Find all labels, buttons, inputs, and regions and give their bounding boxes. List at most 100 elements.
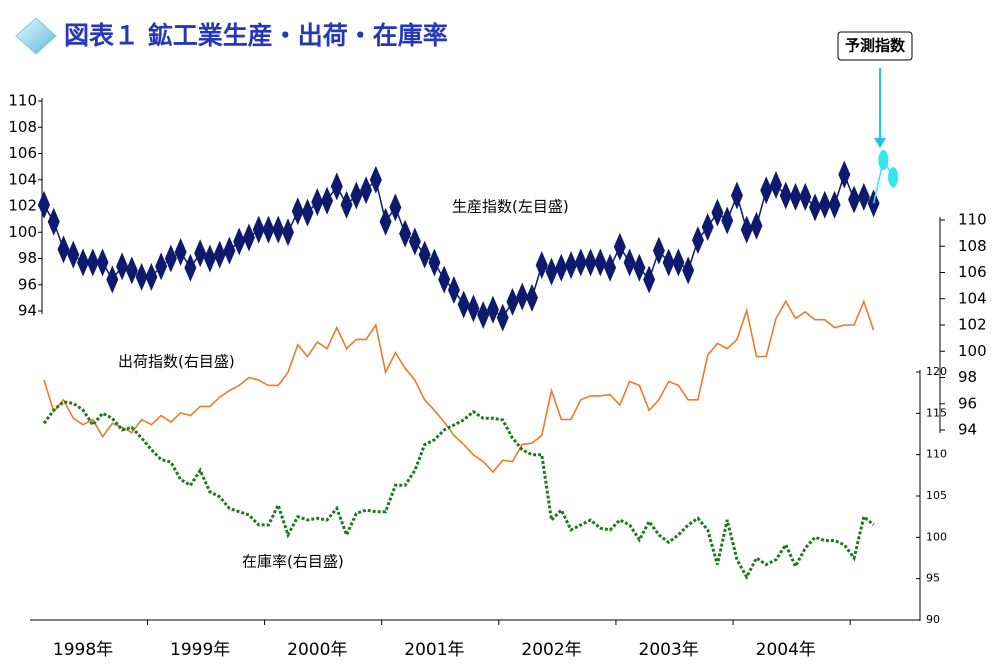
point [330, 172, 343, 201]
x-tick-label: 2002年 [521, 640, 581, 660]
x-tick-label: 1998年 [53, 640, 113, 660]
point [613, 232, 626, 261]
point [789, 182, 802, 211]
point [399, 219, 412, 248]
point [96, 248, 109, 277]
point [438, 265, 451, 294]
y2-tick-label: 106 [958, 263, 987, 281]
point [838, 160, 851, 189]
point [369, 165, 382, 194]
point [106, 265, 119, 294]
title-icon [15, 17, 57, 55]
point [760, 176, 773, 205]
point [321, 186, 334, 215]
point [408, 227, 421, 256]
point [770, 171, 782, 199]
series-line [43, 299, 875, 474]
y3-tick-label: 115 [926, 406, 947, 419]
point [125, 256, 138, 285]
y3-tick-label: 100 [926, 530, 947, 543]
point [360, 176, 373, 205]
y2-tick-label: 94 [958, 421, 977, 439]
point [662, 248, 675, 277]
point [428, 248, 441, 277]
forecast-link [872, 159, 885, 204]
point [213, 240, 226, 269]
y-tick-label: 94 [18, 302, 37, 320]
point [574, 248, 587, 277]
point [888, 167, 899, 188]
annotation-box [837, 31, 913, 61]
y-tick-label: 98 [18, 249, 37, 267]
series-line [43, 172, 875, 319]
point [174, 237, 187, 266]
point [477, 300, 490, 329]
point [555, 253, 568, 282]
point [721, 206, 734, 235]
point [526, 283, 538, 312]
series-label: 出荷指数(右目盛) [118, 353, 235, 371]
point [633, 253, 646, 282]
chart-title: 図表１ 鉱工業生産・出荷・在庫率 [64, 21, 448, 50]
point [594, 248, 607, 277]
point [389, 193, 402, 222]
point [77, 248, 90, 277]
y-tick-label: 108 [8, 118, 37, 136]
y3-tick-label: 105 [926, 489, 947, 502]
point [565, 251, 578, 280]
y-tick-label: 102 [8, 197, 37, 215]
point [272, 215, 285, 244]
point [262, 215, 275, 244]
y-tick-label: 104 [8, 170, 37, 188]
point [467, 294, 480, 323]
point [652, 236, 665, 265]
y3-tick-label: 95 [926, 572, 940, 585]
point [730, 181, 743, 210]
series-label: 在庫率(右目盛) [242, 553, 344, 571]
x-tick-label: 2000年 [287, 640, 347, 660]
point [809, 193, 822, 222]
point [252, 215, 265, 244]
point [184, 253, 197, 282]
point [457, 290, 470, 319]
point [691, 226, 704, 255]
y2-tick-label: 108 [958, 237, 987, 255]
series-label: 予測指数 [845, 37, 906, 55]
x-tick-label: 2003年 [639, 640, 699, 660]
point [486, 295, 499, 324]
y3-tick-label: 120 [926, 365, 947, 378]
point [57, 235, 70, 264]
y3-tick-label: 110 [926, 448, 947, 461]
point [194, 239, 207, 268]
point [701, 213, 714, 241]
y2-tick-label: 100 [958, 342, 987, 360]
point [282, 218, 294, 247]
point [291, 197, 304, 226]
y-tick-label: 110 [8, 92, 37, 110]
point [340, 190, 353, 219]
point [242, 223, 255, 252]
y2-tick-label: 98 [958, 368, 977, 386]
point [604, 253, 617, 282]
y3-tick-label: 90 [926, 613, 940, 626]
point [535, 251, 548, 280]
point [116, 252, 129, 281]
annotation-arrowhead [874, 138, 886, 148]
point [155, 252, 168, 281]
y2-tick-label: 96 [958, 394, 977, 412]
point [516, 282, 529, 311]
point [545, 257, 558, 286]
point [750, 211, 763, 240]
point [682, 256, 695, 285]
point [86, 248, 99, 277]
point [496, 303, 509, 332]
point [828, 190, 841, 219]
point [799, 182, 812, 211]
y-tick-label: 106 [8, 144, 37, 162]
point [779, 181, 792, 210]
point [418, 240, 431, 269]
point [203, 244, 216, 273]
point [623, 248, 636, 277]
y2-tick-label: 102 [958, 316, 987, 334]
point [447, 276, 460, 304]
